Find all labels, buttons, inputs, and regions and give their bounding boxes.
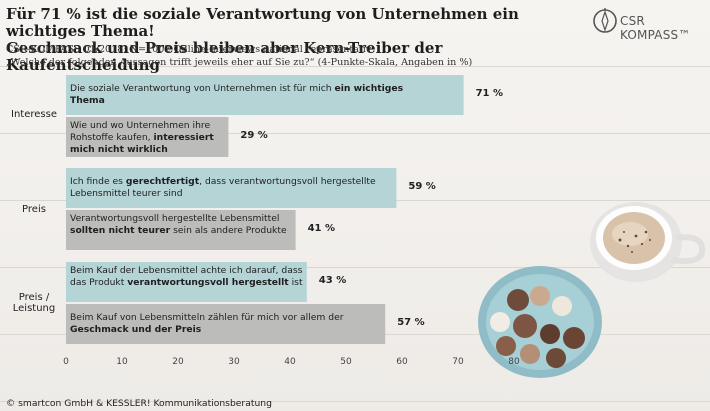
group-label: Interesse: [11, 109, 57, 120]
chart-title: Für 71 % ist die soziale Verantwortung v…: [6, 6, 566, 74]
bar-statement-text: Wie und wo Unternehmen ihre Rohstoffe ka…: [70, 120, 211, 143]
bar-statement-emphasis: verantwortungsvoll hergestellt: [127, 277, 289, 288]
bar-statement: Beim Kauf von Lebensmitteln zählen für m…: [70, 312, 379, 336]
x-tick-label: 20: [172, 357, 184, 367]
bar-statement-emphasis: ein wichtiges Thema: [70, 83, 404, 106]
bar-value-label: 59 %: [408, 181, 436, 192]
group-label: Preis / Leistung: [12, 292, 56, 314]
x-tick-label: 70: [452, 357, 464, 367]
bar-value-label: 57 %: [397, 317, 425, 328]
chart-subtitle: CSR-KOMPASS 01/2018; N=1002 Online-Inter…: [6, 44, 372, 55]
bar-statement-emphasis: Geschmack und der Preis: [70, 324, 202, 335]
compass-icon: [593, 8, 617, 33]
bar-statement: Beim Kauf der Lebensmittel achte ich dar…: [70, 265, 317, 289]
x-tick-label: 30: [228, 357, 240, 367]
bar: [66, 210, 296, 250]
bar-statement-emphasis: interessiert mich nicht wirklich: [70, 132, 214, 155]
bar: [66, 304, 386, 344]
bar: [66, 117, 229, 157]
copyright-footer: © smartcon GmbH & KESSLER! Kommunikation…: [6, 398, 272, 409]
x-tick-label: 0: [63, 357, 69, 367]
bar-statement-text: Verantwortungsvoll hergestellte Lebensmi…: [70, 213, 280, 224]
x-tick-label: 80: [508, 357, 520, 367]
coffee-cup: [590, 202, 706, 282]
bar-statement-text: Ich finde es: [70, 176, 126, 187]
bar-statement-text: Beim Kauf der Lebensmittel achte ich dar…: [70, 265, 303, 288]
bar-value-label: 71 %: [475, 88, 504, 99]
x-tick-label: 10: [116, 357, 128, 367]
x-tick-label: 40: [284, 357, 296, 367]
bar-statement-text: ist: [288, 277, 303, 288]
bar-value-label: 43 %: [318, 275, 347, 286]
survey-question: „Welche der folgenden Aussagen trifft je…: [6, 57, 473, 68]
bar-value-label: 29 %: [240, 130, 268, 141]
title-line-2: Geschmack und Preis bleiben aber Kern-Tr…: [6, 39, 443, 74]
x-tick-label: 60: [396, 357, 408, 367]
bar-statement-text: Die soziale Verantwortung von Unternehme…: [70, 83, 335, 94]
bar-statement: Wie und wo Unternehmen ihre Rohstoffe ka…: [70, 120, 238, 156]
chocolate-plate: [478, 266, 602, 378]
bar-statement-emphasis: gerechtfertigt: [125, 176, 200, 187]
bar-statement-text: Beim Kauf von Lebensmitteln zählen für m…: [70, 312, 344, 323]
bar-statement-text: , dass verantwortungsvoll hergestellte L…: [70, 176, 376, 199]
bar-statement: Ich finde es gerechtfertigt, dass verant…: [70, 176, 390, 200]
logo-text: CSR KOMPASS™: [620, 14, 691, 42]
bar: [66, 75, 464, 115]
bar-statement: Verantwortungsvoll hergestellte Lebensmi…: [70, 213, 306, 237]
x-tick-label: 50: [340, 357, 352, 367]
bar-value-label: 41 %: [307, 223, 336, 234]
group-label: Preis: [22, 204, 46, 215]
csr-kompass-logo: CSR KOMPASS™: [592, 5, 707, 42]
bar-statement-text: sein als andere Produkte: [170, 225, 287, 236]
bar: [66, 168, 397, 208]
bar-statement-emphasis: sollten nicht teurer: [70, 225, 171, 236]
title-line-1: Für 71 % ist die soziale Verantwortung v…: [6, 5, 519, 40]
bar-statement: Die soziale Verantwortung von Unternehme…: [70, 83, 440, 107]
bar: [66, 262, 307, 302]
